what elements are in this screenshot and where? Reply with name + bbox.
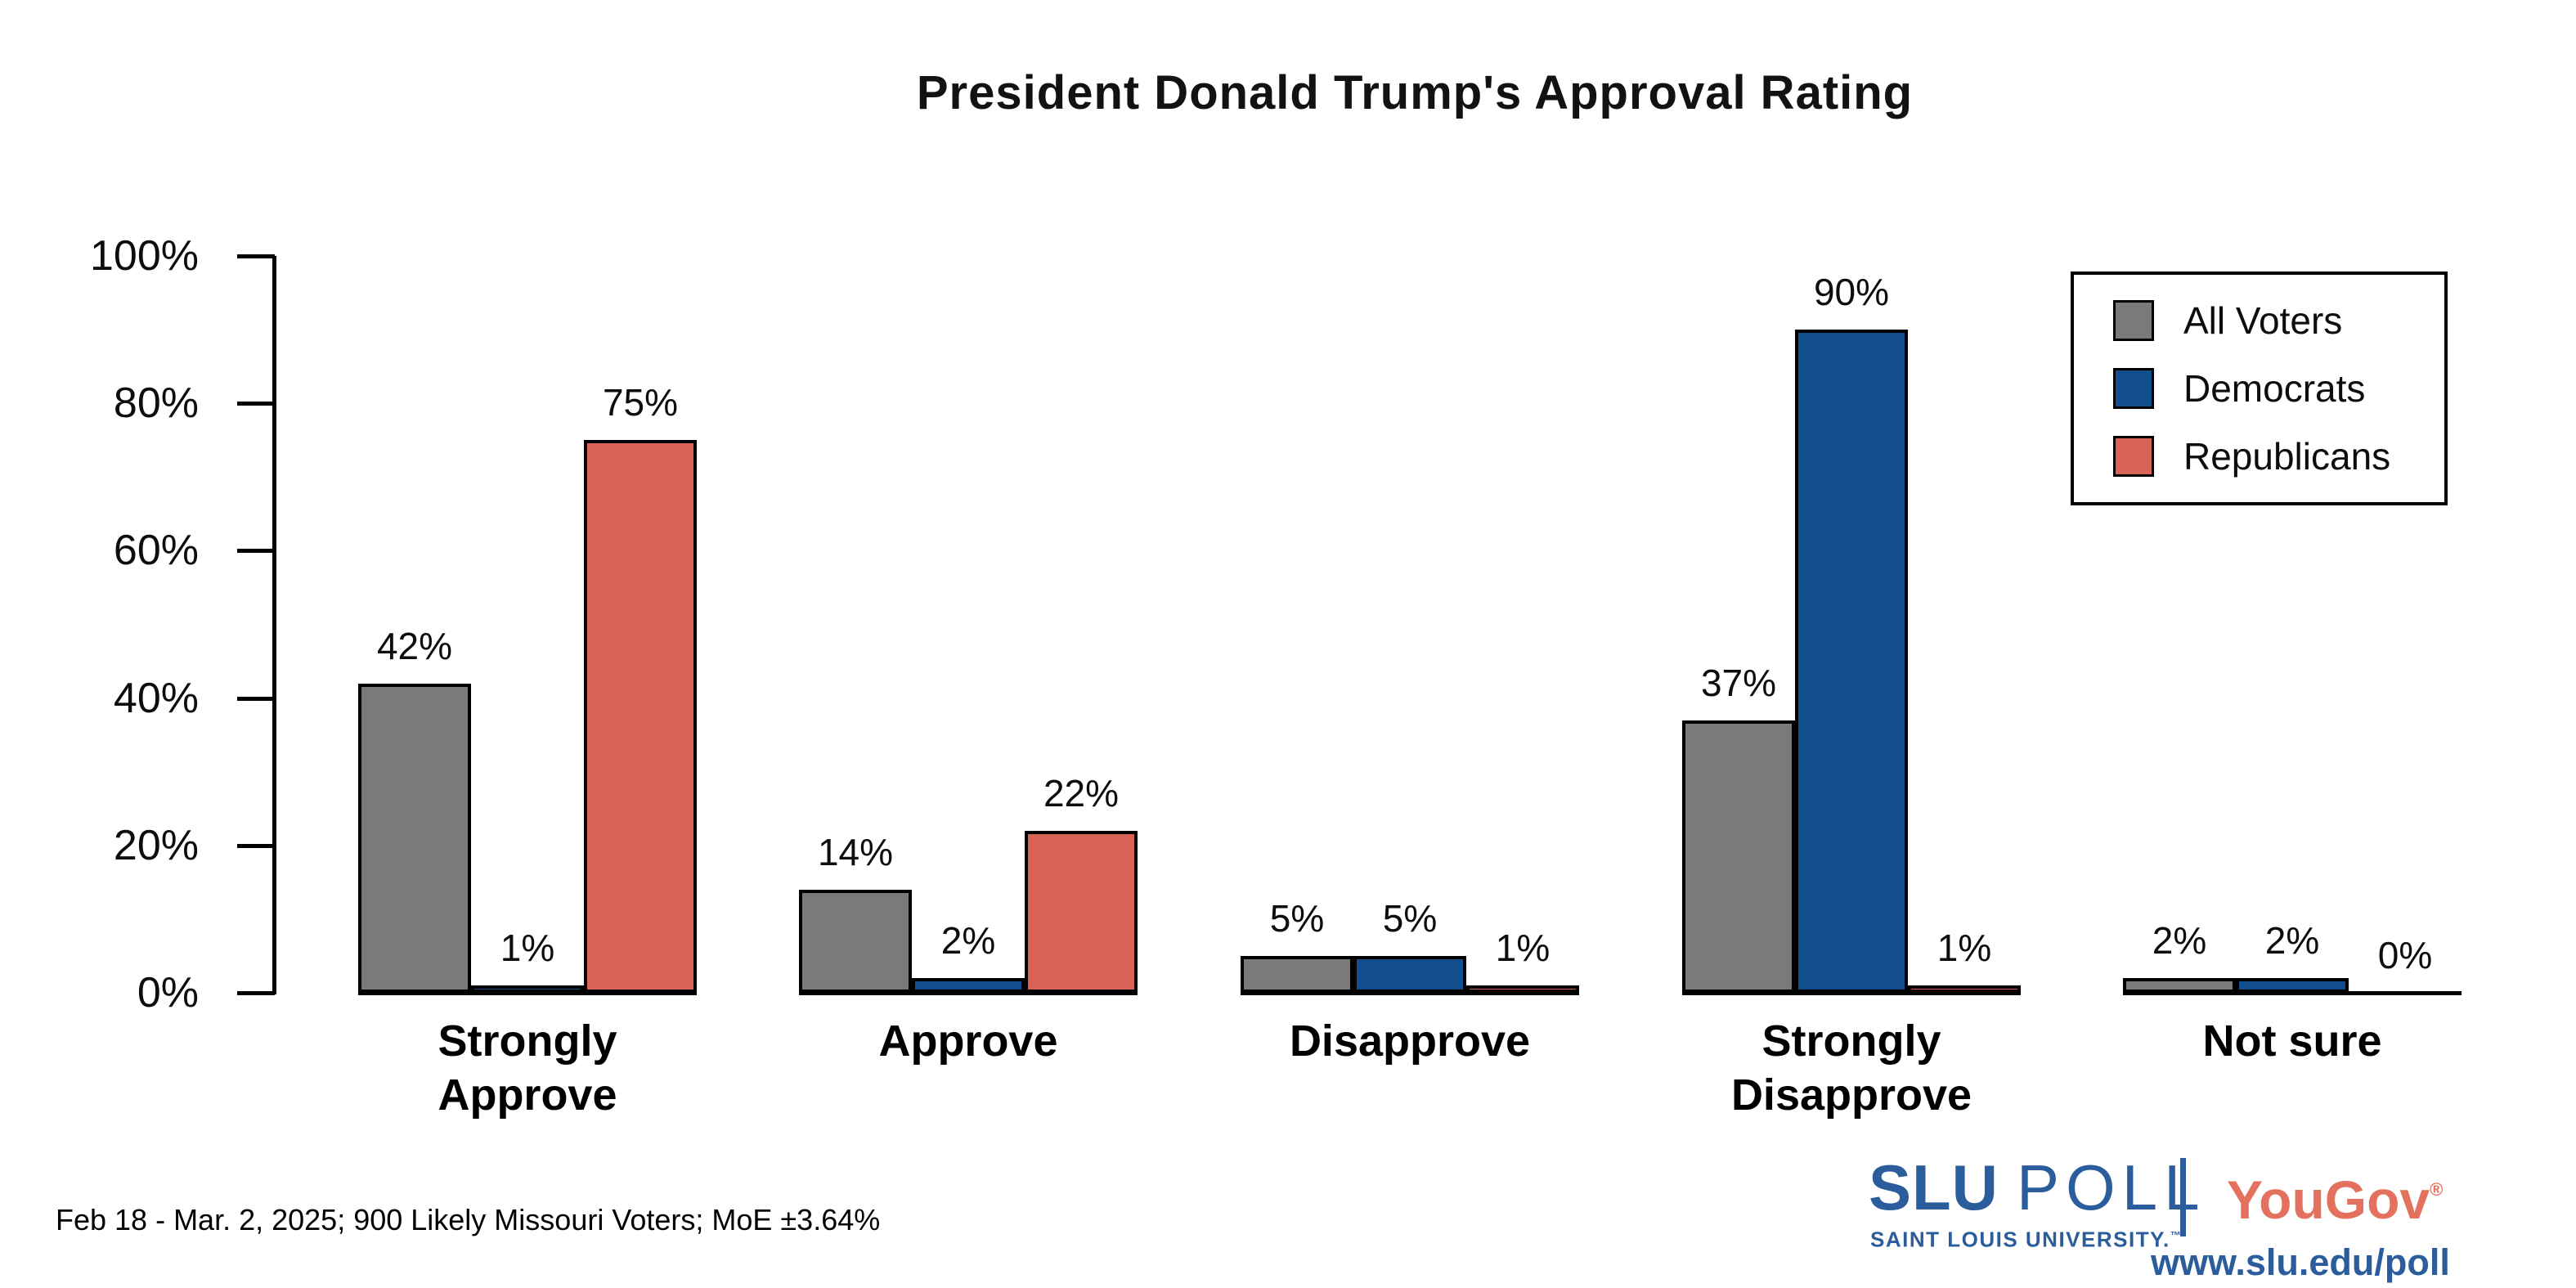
slu-poll-url: www.slu.edu/poll	[2151, 1241, 2450, 1283]
y-tick-label: 0%	[137, 969, 199, 1016]
slu-poll-logo: SLU POLL	[1869, 1151, 2206, 1223]
slu-sub-text: SAINT LOUIS UNIVERSITY.	[1870, 1227, 2170, 1252]
legend-item: Democrats	[2113, 366, 2444, 411]
value-label: 37%	[1700, 662, 1777, 704]
legend-swatch	[2113, 368, 2154, 409]
bar	[1682, 720, 1795, 993]
methodology-footnote: Feb 18 - Mar. 2, 2025; 900 Likely Missou…	[56, 1203, 881, 1236]
value-label: 5%	[1269, 897, 1325, 940]
bar	[799, 890, 912, 993]
saint-louis-university-logo-text: SAINT LOUIS UNIVERSITY.™	[1870, 1223, 2182, 1253]
y-tick	[237, 402, 275, 406]
value-label: 42%	[376, 625, 453, 667]
value-label: 90%	[1813, 271, 1890, 313]
legend-item: Republicans	[2113, 434, 2444, 478]
category-label: Disapprove	[1289, 1016, 1531, 1066]
value-label: 1%	[500, 927, 555, 969]
value-label: 2%	[2264, 919, 2320, 962]
y-tick	[237, 991, 275, 995]
legend-label: Democrats	[2183, 367, 2366, 410]
value-label: 5%	[1382, 897, 1438, 940]
value-label: 1%	[1936, 927, 1992, 969]
bar	[584, 440, 697, 993]
y-tick	[237, 696, 275, 701]
category-label: Approve	[878, 1016, 1058, 1066]
group-baseline	[799, 991, 1138, 995]
y-tick-label: 60%	[113, 527, 199, 575]
group-baseline	[2123, 991, 2462, 995]
value-label: 22%	[1043, 772, 1120, 815]
legend-swatch	[2113, 436, 2154, 477]
poll-logo-text: POLL	[2017, 1151, 2206, 1223]
category-label: Strongly Approve	[438, 1016, 617, 1120]
y-tick	[237, 549, 275, 554]
category-label: Not sure	[2202, 1016, 2382, 1066]
slu-logo-text: SLU	[1869, 1151, 1999, 1223]
value-label: 75%	[602, 381, 679, 424]
y-axis-line	[272, 256, 276, 994]
y-tick-label: 100%	[90, 232, 199, 280]
legend-label: All Voters	[2183, 299, 2343, 342]
y-tick-label: 80%	[113, 379, 199, 428]
bar	[358, 684, 471, 993]
bar	[1025, 831, 1138, 993]
legend-label: Republicans	[2183, 435, 2391, 478]
y-tick	[237, 254, 275, 258]
y-tick-label: 40%	[113, 674, 199, 722]
y-tick-label: 20%	[113, 821, 199, 869]
legend-swatch	[2113, 300, 2154, 341]
category-label: Strongly Disapprove	[1730, 1016, 1972, 1120]
bar	[1353, 956, 1466, 993]
logo-divider-bar	[2180, 1158, 2186, 1236]
legend-item: All Voters	[2113, 298, 2444, 343]
bar	[1795, 330, 1908, 993]
yougov-logo: YouGov®	[2227, 1161, 2443, 1228]
chart-title: President Donald Trump's Approval Rating	[916, 66, 1914, 119]
value-label: 2%	[2152, 919, 2207, 962]
legend: All Voters Democrats Republicans	[2071, 272, 2448, 505]
value-label: 2%	[940, 919, 996, 962]
trademark-symbol: ™	[2170, 1229, 2183, 1241]
yougov-logo-text: YouGov	[2227, 1169, 2430, 1230]
value-label: 1%	[1495, 927, 1551, 969]
y-tick	[237, 843, 275, 848]
bar	[1241, 956, 1353, 993]
value-label: 0%	[2377, 934, 2433, 976]
group-baseline	[1682, 991, 2021, 995]
group-baseline	[1241, 991, 1579, 995]
registered-symbol: ®	[2430, 1179, 2444, 1200]
group-baseline	[358, 991, 697, 995]
value-label: 14%	[817, 831, 894, 873]
